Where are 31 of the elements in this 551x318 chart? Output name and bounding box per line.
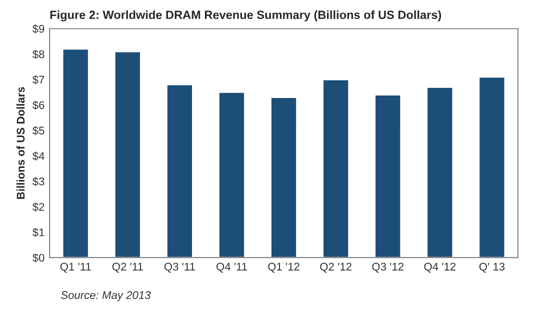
bar <box>478 76 506 258</box>
y-tick-label: $5 <box>32 126 44 136</box>
chart-title: Figure 2: Worldwide DRAM Revenue Summary (Billions of US Dollars) <box>50 10 442 22</box>
x-tick-label: Q1 '11 <box>60 262 91 273</box>
bar <box>218 92 246 258</box>
x-tick-label: Q3 '12 <box>372 262 404 273</box>
source-note: Source: May 2013 <box>60 291 151 302</box>
bar <box>270 96 298 258</box>
x-tick-label: Q3 '11 <box>164 262 195 273</box>
y-tick-label: $6 <box>32 100 44 110</box>
y-tick-label: $0 <box>32 253 44 262</box>
y-axis-title: Billions of US Dollars <box>16 87 25 199</box>
bar <box>374 94 402 258</box>
x-tick-label: Q' 13 <box>479 262 505 273</box>
y-tick-label: $8 <box>32 50 44 59</box>
x-tick-label: Q4 '11 <box>216 262 247 273</box>
y-tick-label: $4 <box>32 152 44 161</box>
x-tick-label: Q1 '12 <box>268 262 300 273</box>
y-tick-label: $3 <box>32 177 44 186</box>
x-tick-label: Q4 '12 <box>424 262 456 273</box>
x-tick-label: Q2 '11 <box>112 262 143 273</box>
y-tick-label: $9 <box>32 24 44 34</box>
bar <box>322 78 350 258</box>
y-tick-label: $2 <box>32 202 44 212</box>
y-tick-label: $1 <box>32 228 44 237</box>
y-tick-label: $7 <box>32 75 44 84</box>
bar <box>114 50 142 258</box>
x-tick-label: Q2 '12 <box>320 262 352 273</box>
bar <box>426 86 454 258</box>
bar <box>166 84 194 258</box>
bar <box>62 48 90 258</box>
